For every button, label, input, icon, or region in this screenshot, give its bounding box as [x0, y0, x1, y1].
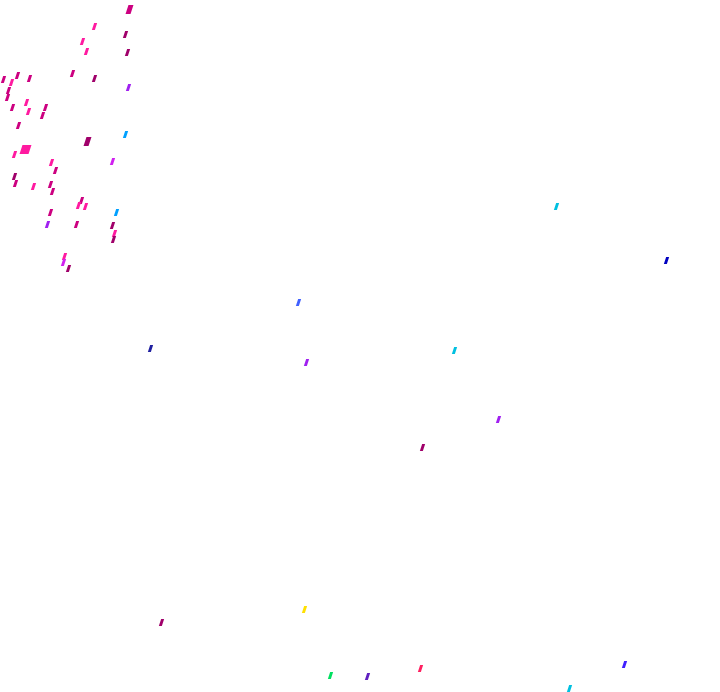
color-mark: [9, 104, 16, 111]
color-mark: [79, 38, 86, 45]
color-mark: [663, 257, 670, 264]
color-mark: [158, 619, 165, 626]
color-mark: [553, 203, 560, 210]
color-mark: [30, 183, 37, 190]
color-mark: [91, 23, 98, 30]
color-mark: [451, 347, 458, 354]
color-mark: [25, 108, 32, 115]
color-mark: [42, 104, 49, 111]
color-mark: [419, 444, 426, 451]
color-mark: [621, 661, 628, 668]
color-mark: [44, 221, 51, 228]
color-mark: [69, 70, 76, 77]
color-mark: [4, 94, 11, 101]
color-mark: [8, 79, 15, 86]
color-mark: [82, 203, 89, 210]
color-mark: [75, 202, 82, 209]
color-mark: [47, 181, 54, 188]
color-mark: [83, 137, 92, 146]
color-mark: [109, 222, 116, 229]
color-mark: [5, 87, 12, 94]
color-mark: [26, 75, 33, 82]
color-mark: [147, 345, 154, 352]
color-mark: [124, 49, 131, 56]
color-mark: [417, 665, 424, 672]
color-mark: [15, 122, 22, 129]
color-mark: [125, 84, 132, 91]
color-mark: [91, 75, 98, 82]
color-mark: [48, 159, 55, 166]
color-mark: [14, 72, 21, 79]
color-mark: [327, 672, 334, 679]
color-mark: [83, 48, 90, 55]
color-mark: [39, 112, 46, 119]
color-mark: [52, 167, 59, 174]
color-mark: [566, 685, 573, 692]
color-mark: [0, 76, 7, 83]
color-mark: [23, 99, 30, 106]
color-mark: [49, 188, 56, 195]
color-mark: [12, 180, 19, 187]
color-mark: [110, 236, 117, 243]
color-mark: [73, 221, 80, 228]
color-mark: [11, 151, 18, 158]
color-mark: [122, 31, 129, 38]
color-mark: [122, 131, 129, 138]
color-mark: [11, 173, 18, 180]
color-mark: [65, 265, 72, 272]
color-mark: [23, 145, 32, 154]
color-mark: [364, 673, 371, 680]
color-mark: [295, 299, 302, 306]
color-mark: [113, 209, 120, 216]
color-mark: [125, 5, 134, 14]
color-mark: [495, 416, 502, 423]
color-mark: [301, 606, 308, 613]
color-mark: [303, 359, 310, 366]
color-mark: [47, 209, 54, 216]
color-mark: [60, 259, 67, 266]
color-mark: [109, 158, 116, 165]
